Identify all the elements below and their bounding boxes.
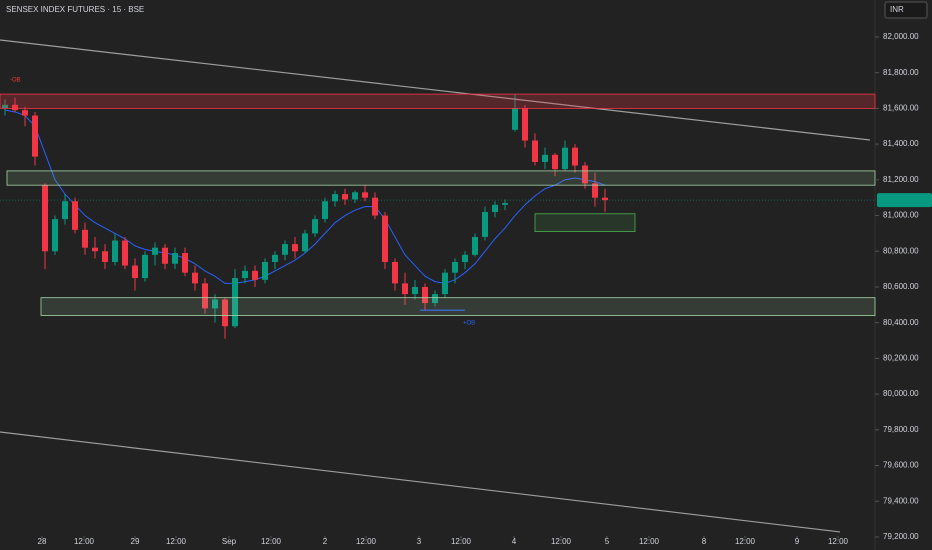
- x-tick-label: 28: [38, 537, 47, 546]
- y-tick-label: 81,000.00: [883, 211, 919, 220]
- y-tick-label: 79,600.00: [883, 461, 919, 470]
- trendline: [0, 39, 871, 141]
- y-tick-label: 81,600.00: [883, 104, 919, 113]
- annotation: +OB: [463, 320, 475, 326]
- x-tick-label: 12:00: [551, 537, 572, 546]
- currency-button[interactable]: [884, 1, 928, 19]
- y-tick-label: 80,600.00: [883, 282, 919, 291]
- y-tick-label: 80,000.00: [883, 389, 919, 398]
- x-tick-label: 12:00: [74, 537, 95, 546]
- y-tick-label: 82,000.00: [883, 32, 919, 41]
- last-price-badge: [877, 193, 932, 208]
- x-tick-label: 12:00: [828, 537, 849, 546]
- x-tick-label: 4: [512, 537, 517, 546]
- zone: [534, 213, 636, 233]
- y-tick-label: 81,400.00: [883, 139, 919, 148]
- x-tick-label: 12:00: [451, 537, 472, 546]
- x-tick-label: 2: [323, 537, 328, 546]
- y-tick-label: 79,200.00: [883, 532, 919, 541]
- x-tick-label: 12:00: [261, 537, 282, 546]
- annotation: -OB: [10, 77, 21, 83]
- y-tick-label: 80,800.00: [883, 246, 919, 255]
- chart-title: SENSEX INDEX FUTURES · 15 · BSE: [6, 5, 144, 14]
- x-tick-label: 12:00: [356, 537, 377, 546]
- zone: [40, 297, 876, 316]
- zone: [6, 170, 876, 186]
- currency-label: INR: [890, 5, 904, 14]
- trendline: [0, 431, 841, 533]
- moving-average: [4, 109, 606, 284]
- zone: [0, 93, 876, 109]
- x-tick-label: 12:00: [735, 537, 756, 546]
- y-tick-label: 80,400.00: [883, 318, 919, 327]
- x-tick-label: 12:00: [166, 537, 187, 546]
- x-tick-label: 29: [131, 537, 140, 546]
- x-tick-label: 3: [417, 537, 422, 546]
- x-tick-label: 8: [702, 537, 707, 546]
- y-tick-label: 79,800.00: [883, 425, 919, 434]
- y-tick-label: 79,400.00: [883, 496, 919, 505]
- x-tick-label: 12:00: [639, 537, 660, 546]
- y-tick-label: 81,800.00: [883, 68, 919, 77]
- x-tick-label: Sep: [222, 537, 237, 546]
- x-tick-label: 5: [605, 537, 610, 546]
- y-tick-label: 81,200.00: [883, 175, 919, 184]
- x-tick-label: 9: [795, 537, 800, 546]
- y-tick-label: 80,200.00: [883, 354, 919, 363]
